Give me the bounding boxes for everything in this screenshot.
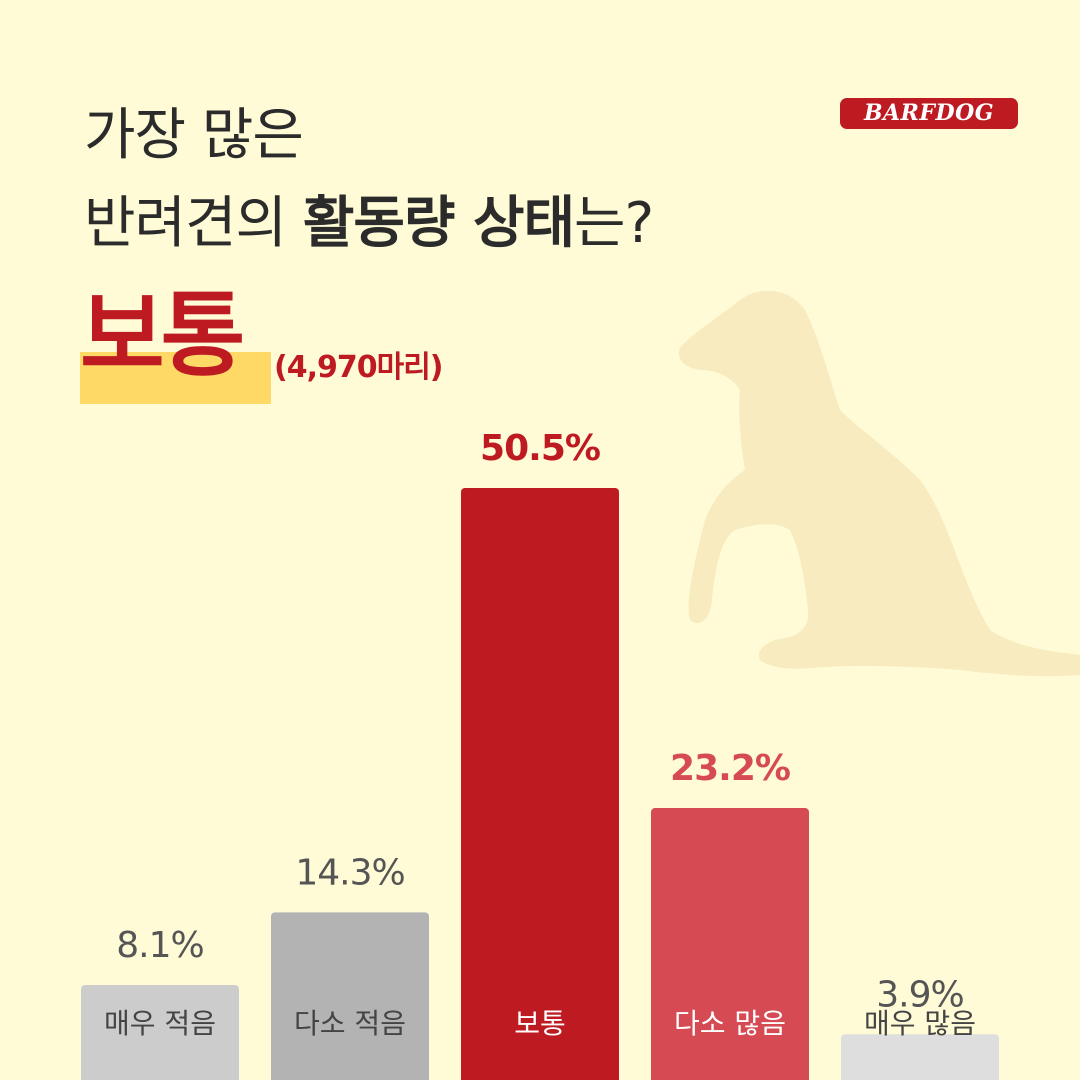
value-label-3: 50.5% bbox=[480, 428, 600, 469]
value-label-4: 23.2% bbox=[670, 748, 790, 789]
title-line-2-suffix: 는? bbox=[574, 191, 654, 256]
value-label-1: 8.1% bbox=[116, 925, 203, 966]
answer-label: 보통 bbox=[80, 282, 245, 389]
title-line-2-bold: 활동량 상태 bbox=[302, 191, 575, 256]
brand-logo: BARFDOG bbox=[840, 98, 1018, 129]
category-label-3: 보통 bbox=[514, 1007, 566, 1040]
title-line-2-prefix: 반려견의 bbox=[84, 191, 303, 256]
category-label-4: 다소 많음 bbox=[674, 1007, 786, 1040]
bar-5 bbox=[841, 1034, 999, 1080]
category-label-5: 매우 많음 bbox=[864, 1007, 976, 1040]
bar-1 bbox=[81, 985, 239, 1080]
answer-count: (4,970마리) bbox=[274, 350, 444, 385]
title-line-1: 가장 많은 bbox=[84, 90, 304, 171]
bar-4 bbox=[651, 808, 809, 1080]
bar-2 bbox=[271, 912, 429, 1080]
bar-3 bbox=[461, 488, 619, 1080]
value-label-5: 3.9% bbox=[876, 974, 963, 1015]
answer-highlight bbox=[80, 352, 271, 404]
title-line-2: 반려견의 활동량 상태는? bbox=[84, 178, 654, 259]
category-label-1: 매우 적음 bbox=[104, 1007, 216, 1040]
title-line-1-text: 가장 많은 bbox=[84, 103, 304, 168]
value-label-2: 14.3% bbox=[295, 852, 404, 893]
category-label-2: 다소 적음 bbox=[294, 1007, 406, 1040]
dog-silhouette-icon bbox=[678, 290, 1080, 677]
